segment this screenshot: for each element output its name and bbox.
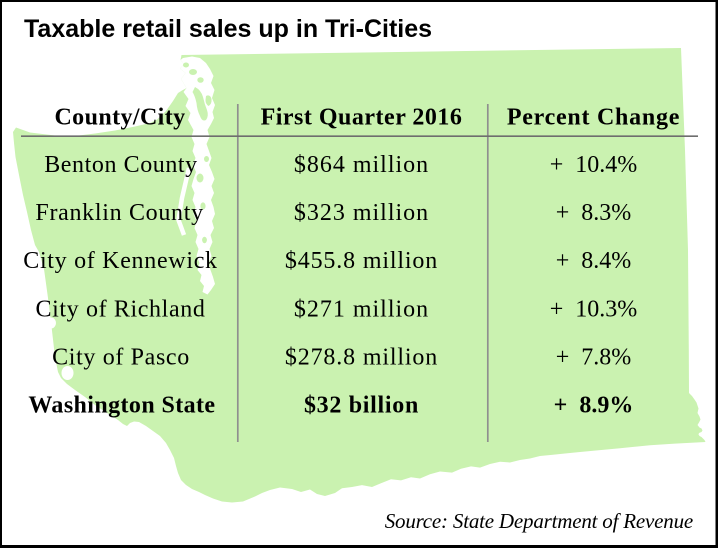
svg-text:Percent Change: Percent Change: [507, 104, 680, 130]
svg-text:City of Pasco: City of Pasco: [52, 344, 190, 370]
svg-text:Franklin County: Franklin County: [35, 200, 203, 226]
svg-text:$32 billion: $32 billion: [304, 392, 419, 418]
svg-text:+ 10.4%: + 10.4%: [550, 152, 638, 178]
svg-text:Source: State Department of Re: Source: State Department of Revenue: [385, 509, 693, 533]
svg-text:County/City: County/City: [54, 104, 185, 130]
svg-text:+ 8.3%: + 8.3%: [556, 200, 632, 226]
svg-text:+ 7.8%: + 7.8%: [556, 344, 632, 370]
svg-text:+ 8.4%: + 8.4%: [556, 248, 632, 274]
svg-text:+ 8.9%: + 8.9%: [554, 392, 634, 418]
svg-text:+ 10.3%: + 10.3%: [550, 296, 638, 322]
svg-text:$278.8 million: $278.8 million: [285, 344, 438, 370]
svg-text:$455.8 million: $455.8 million: [285, 248, 438, 274]
svg-text:Benton County: Benton County: [44, 152, 198, 178]
svg-text:First Quarter 2016: First Quarter 2016: [261, 104, 463, 130]
svg-text:City of Kennewick: City of Kennewick: [23, 248, 218, 274]
svg-text:$271 million: $271 million: [294, 296, 429, 322]
svg-text:$323 million: $323 million: [294, 200, 429, 226]
svg-text:City of Richland: City of Richland: [35, 296, 205, 322]
svg-text:Taxable retail sales up in Tri: Taxable retail sales up in Tri-Cities: [24, 15, 432, 43]
svg-text:$864 million: $864 million: [294, 152, 429, 178]
svg-text:Washington State: Washington State: [28, 392, 215, 418]
